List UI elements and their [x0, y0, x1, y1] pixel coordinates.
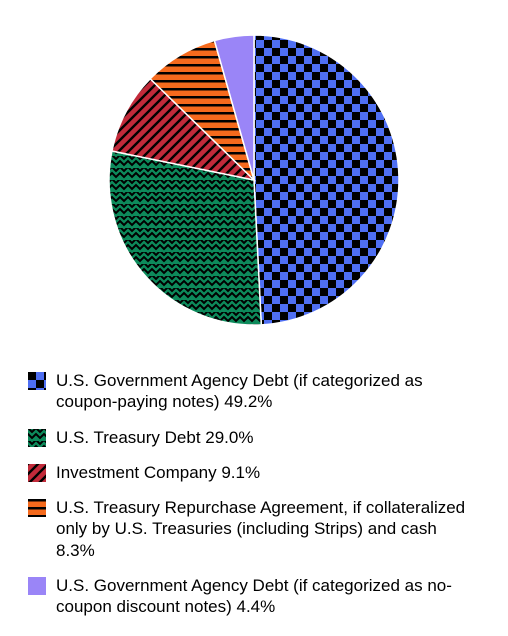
legend-item-3: U.S. Treasury Repurchase Agreement, if c…	[28, 497, 480, 561]
legend-swatch-1	[28, 429, 46, 447]
legend-item-2: Investment Company 9.1%	[28, 462, 480, 483]
legend: U.S. Government Agency Debt (if categori…	[0, 360, 508, 617]
legend-item-0: U.S. Government Agency Debt (if categori…	[28, 370, 480, 413]
legend-swatch-4	[28, 577, 46, 595]
legend-item-4: U.S. Government Agency Debt (if categori…	[28, 575, 480, 618]
legend-swatch-3	[28, 499, 46, 517]
pie-slice-0	[254, 35, 399, 325]
chart-container: U.S. Government Agency Debt (if categori…	[0, 0, 508, 636]
legend-swatch-0	[28, 372, 46, 390]
pie-chart-area	[0, 0, 508, 360]
legend-label-0: U.S. Government Agency Debt (if categori…	[56, 370, 480, 413]
legend-label-3: U.S. Treasury Repurchase Agreement, if c…	[56, 497, 480, 561]
pie-chart-svg	[0, 0, 508, 360]
legend-swatch-2	[28, 464, 46, 482]
legend-label-2: Investment Company 9.1%	[56, 462, 260, 483]
legend-label-1: U.S. Treasury Debt 29.0%	[56, 427, 253, 448]
legend-label-4: U.S. Government Agency Debt (if categori…	[56, 575, 480, 618]
legend-item-1: U.S. Treasury Debt 29.0%	[28, 427, 480, 448]
